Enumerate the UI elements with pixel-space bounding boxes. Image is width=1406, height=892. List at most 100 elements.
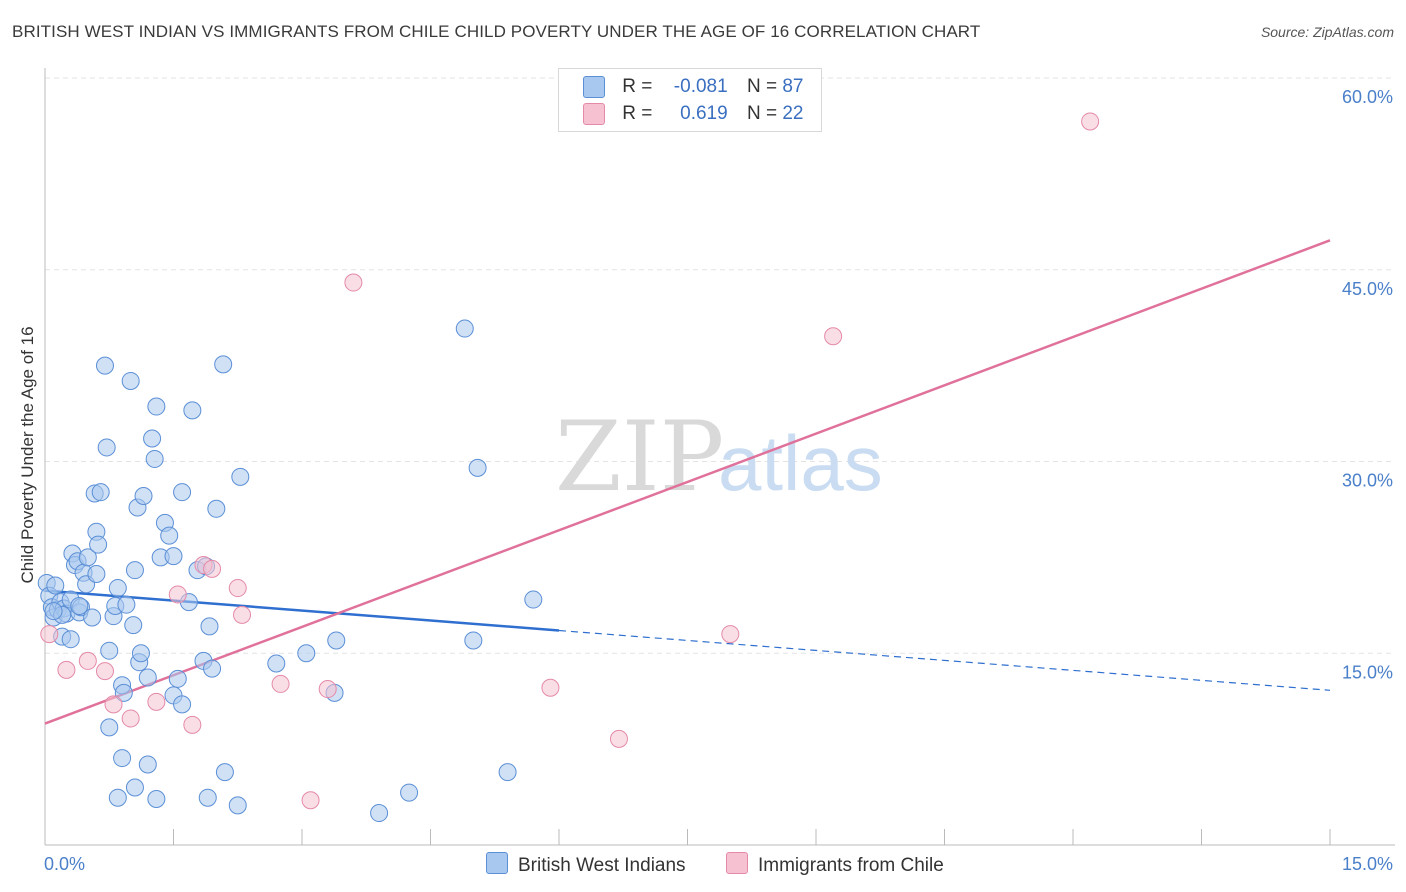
data-point-blue — [114, 683, 133, 702]
data-point-blue — [108, 579, 127, 598]
x-tick-label: 0.0% — [44, 854, 85, 874]
data-point-blue — [327, 631, 346, 650]
data-point-blue — [134, 487, 153, 506]
data-point-pink — [168, 585, 187, 604]
data-point-blue — [147, 397, 166, 416]
data-point-pink — [1081, 112, 1100, 131]
axes — [44, 68, 1395, 846]
data-point-blue — [125, 561, 144, 580]
bottom-legend-pink: Immigrants from Chile — [726, 852, 944, 877]
data-point-pink — [318, 680, 337, 699]
data-point-blue — [143, 429, 162, 448]
legend-r-value: -0.081 — [673, 76, 728, 98]
data-point-pink — [104, 695, 123, 714]
data-point-pink — [57, 660, 76, 679]
y-axis-label: Child Poverty Under the Age of 16 — [18, 326, 37, 583]
data-point-blue — [89, 535, 108, 554]
data-point-blue — [498, 763, 517, 782]
bottom-legend-label: British West Indians — [518, 855, 686, 876]
bottom-legend-label: Immigrants from Chile — [758, 855, 944, 876]
data-point-blue — [61, 630, 80, 649]
chart-title: BRITISH WEST INDIAN VS IMMIGRANTS FROM C… — [12, 22, 981, 41]
data-point-blue — [131, 644, 150, 663]
data-point-pink — [609, 729, 628, 748]
data-point-pink — [301, 791, 320, 810]
data-point-blue — [198, 788, 217, 807]
data-point-pink — [121, 709, 140, 728]
data-point-blue — [370, 804, 389, 823]
legend-n-label: N = — [746, 76, 778, 98]
bottom-legend-swatch-pink — [726, 852, 748, 874]
data-point-blue — [147, 789, 166, 808]
data-point-pink — [541, 678, 560, 697]
data-point-blue — [100, 641, 119, 660]
watermark-zip: ZIP — [555, 401, 724, 513]
legend-n-value: 22 — [782, 103, 804, 125]
data-point-blue — [173, 483, 192, 502]
data-point-blue — [464, 631, 483, 650]
data-point-blue — [228, 796, 247, 815]
data-point-blue — [121, 371, 140, 390]
data-point-blue — [200, 617, 219, 636]
data-point-blue — [207, 499, 226, 518]
data-point-blue — [524, 590, 543, 609]
y-tick-label: 60.0% — [1342, 87, 1393, 107]
data-point-pink — [203, 559, 222, 578]
source-label: Source: ZipAtlas.com — [1260, 24, 1394, 40]
data-point-blue — [297, 644, 316, 663]
legend-row-pink: R = 0.619 N = 22 — [583, 103, 803, 127]
data-point-blue — [46, 576, 65, 595]
data-point-pink — [183, 715, 202, 734]
data-point-blue — [124, 616, 143, 635]
data-point-blue — [203, 659, 222, 678]
data-point-blue — [164, 547, 183, 566]
data-point-blue — [108, 788, 127, 807]
data-point-pink — [78, 651, 97, 670]
data-point-pink — [233, 605, 252, 624]
series-british-west-indians — [37, 319, 543, 823]
data-point-pink — [40, 625, 59, 644]
legend-swatch-blue — [583, 76, 605, 98]
data-point-pink — [147, 692, 166, 711]
data-point-blue — [400, 783, 419, 802]
trend-line-blue-extrapolated — [558, 629, 1331, 691]
data-point-pink — [271, 674, 290, 693]
data-point-blue — [117, 595, 136, 614]
data-point-pink — [824, 327, 843, 346]
data-point-pink — [95, 662, 114, 681]
data-point-blue — [91, 483, 110, 502]
bottom-legend-blue: British West Indians — [486, 852, 686, 877]
data-point-blue — [173, 695, 192, 714]
data-point-blue — [97, 438, 116, 457]
data-point-blue — [183, 401, 202, 420]
legend-r-label: R = — [622, 103, 653, 125]
data-point-blue — [113, 749, 132, 768]
gridlines — [45, 77, 1395, 654]
y-tick-label: 30.0% — [1342, 471, 1393, 491]
legend-swatch-pink — [583, 103, 605, 125]
correlation-legend: R = -0.081 N = 87 R = 0.619 N = 22 — [558, 68, 822, 132]
legend-r-label: R = — [622, 76, 653, 98]
x-tick-label: 15.0% — [1342, 854, 1393, 874]
data-point-blue — [267, 654, 286, 673]
data-point-blue — [138, 668, 157, 687]
data-point-blue — [145, 449, 164, 468]
legend-row-blue: R = -0.081 N = 87 — [583, 76, 803, 100]
watermark: ZIP atlas — [555, 401, 883, 513]
legend-n-value: 87 — [782, 76, 804, 98]
data-point-blue — [231, 467, 250, 486]
data-point-blue — [455, 319, 474, 338]
watermark-atlas: atlas — [718, 419, 883, 507]
data-point-blue — [78, 548, 97, 567]
data-point-blue — [215, 763, 234, 782]
data-point-pink — [228, 579, 247, 598]
data-point-blue — [70, 596, 89, 615]
data-point-blue — [95, 356, 114, 375]
data-point-blue — [168, 669, 187, 688]
data-point-blue — [87, 564, 106, 583]
data-point-blue — [100, 718, 119, 737]
data-point-blue — [83, 608, 102, 627]
data-point-blue — [44, 602, 63, 621]
bottom-legend-swatch-blue — [486, 852, 508, 874]
